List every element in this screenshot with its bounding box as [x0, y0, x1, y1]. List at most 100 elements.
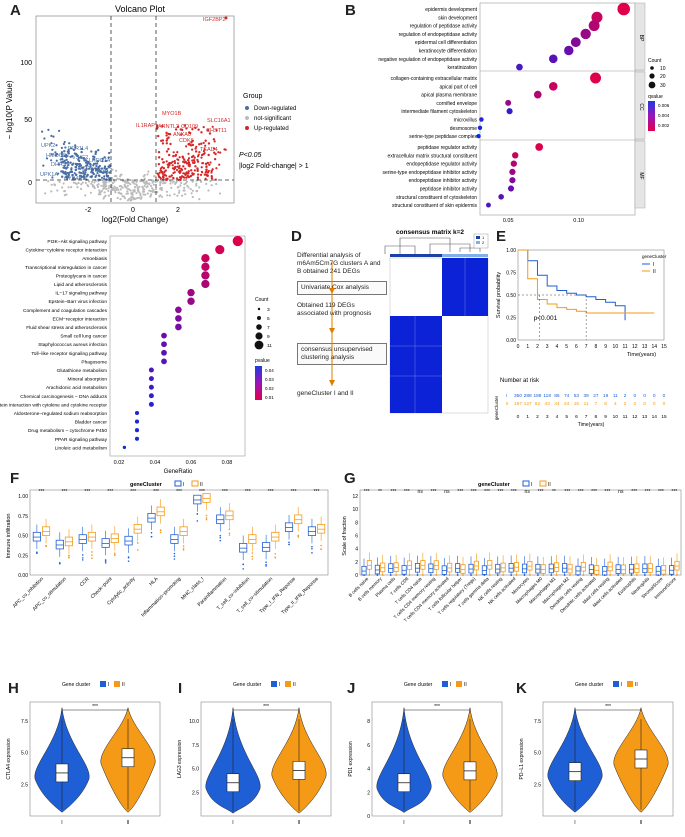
outlier [136, 549, 139, 551]
volcano-point [187, 186, 190, 189]
outlier [389, 574, 392, 576]
volcano-point [90, 169, 94, 173]
outlier [381, 574, 384, 576]
volcano-point [177, 167, 181, 170]
volcano-point [181, 175, 184, 178]
volcano-point [90, 182, 93, 185]
go-dot [533, 90, 542, 99]
panel-label-d: D [291, 228, 302, 245]
risk-value-I: 2 [624, 393, 627, 399]
go-dot [512, 152, 519, 159]
go-term-label: serine-type peptidase complex [409, 134, 477, 140]
g-legend-I: I [531, 482, 532, 488]
km-xtick: 1 [526, 344, 529, 350]
sig-label: *** [176, 489, 182, 495]
volcano-point [183, 183, 186, 186]
gene-label: ANXA8 [173, 132, 191, 138]
volcano-point [201, 162, 204, 165]
volcano-point [186, 184, 189, 187]
sig-label: *** [578, 489, 584, 495]
outlier [676, 574, 678, 576]
volcano-point [160, 187, 163, 190]
volcano-point [195, 190, 198, 193]
volcano-point [202, 153, 205, 156]
volcano-point [79, 164, 83, 167]
go-dot [548, 54, 558, 64]
km-xtick: 8 [594, 344, 597, 350]
go-dot [507, 185, 515, 192]
volcano-point [97, 193, 100, 196]
violin-ytick: 8 [367, 719, 370, 725]
volcano-point [162, 161, 165, 164]
flow-step-3: Obtained 119 DEGs associated with progno… [297, 302, 372, 317]
volcano-point [202, 150, 205, 153]
f-ytick: 0.00 [18, 573, 28, 579]
volcano-point [165, 139, 168, 142]
risk-value-II: 62 [535, 401, 541, 407]
sig-label: *** [457, 489, 463, 495]
outlier [288, 543, 290, 546]
volcano-point [50, 190, 53, 193]
gene-label: UPK1A [40, 172, 58, 178]
violin-sig: *** [605, 704, 611, 710]
volcano-point [96, 185, 100, 189]
volcano-point [123, 184, 127, 187]
volcano-point [78, 174, 82, 177]
volcano-point [60, 146, 64, 149]
risk-xtick: 3 [546, 414, 549, 420]
go-term-label: skin development [438, 15, 478, 21]
kegg-dot [148, 401, 154, 407]
volcano-point [74, 182, 77, 185]
volcano-point [190, 155, 194, 159]
outlier [182, 547, 185, 550]
km-xtick: 5 [565, 344, 568, 350]
volcano-point [103, 177, 106, 180]
volcano-point [182, 165, 185, 168]
volcano-point [89, 163, 92, 166]
volcano-point [188, 131, 191, 134]
volcano-point [58, 180, 61, 183]
volcano-point [110, 176, 114, 180]
sig-label: *** [153, 489, 159, 495]
legend-dot-down [245, 106, 249, 110]
volcano-point [191, 139, 194, 142]
go-term-label: structural constituent of cytoskeleton [396, 195, 477, 201]
volcano-point [142, 193, 145, 196]
outlier [274, 556, 277, 559]
volcano-point [107, 194, 110, 197]
gene-label: ARNTL2 [158, 124, 179, 130]
outlier [649, 574, 652, 576]
volcano-point [196, 160, 200, 163]
go-term-label: epidermal cell differentiation [415, 40, 477, 46]
g-ytick: 8 [355, 520, 358, 526]
xtick-m2: -2 [85, 207, 91, 214]
volcano-point [111, 168, 114, 171]
volcano-point [176, 194, 179, 197]
volcano-point [176, 165, 179, 168]
volcano-point [196, 169, 199, 173]
volcano-point [74, 146, 77, 149]
volcano-point [63, 140, 66, 144]
volcano-point [54, 151, 57, 154]
violin-xtick: I [403, 820, 404, 826]
volcano-point [68, 142, 71, 145]
gene-label: TEAD4 [200, 147, 218, 153]
volcano-point [81, 181, 84, 184]
km-ytick: 0.25 [506, 316, 516, 322]
outlier [311, 552, 313, 554]
volcano-point [169, 142, 172, 146]
risk-xtick: 2 [536, 414, 539, 420]
volcano-point [168, 132, 172, 136]
volcano-point [193, 169, 196, 172]
go-term-label: extracellular matrix structural constitu… [388, 153, 478, 159]
volcano-point [178, 164, 181, 168]
go-term-label: desmosome [450, 126, 477, 132]
km-plot: 0.000.250.500.751.000 1 2 3 4 5 6 7 8 9 10 11 12 13 14… [494, 248, 667, 428]
volcano-point [86, 162, 89, 165]
volcano-point [78, 171, 81, 174]
kegg-term-label: PI3K−Akt signaling pathway [47, 239, 107, 245]
sig-label: *** [591, 489, 597, 495]
volcano-point [121, 186, 124, 189]
volcano-point [62, 142, 65, 146]
